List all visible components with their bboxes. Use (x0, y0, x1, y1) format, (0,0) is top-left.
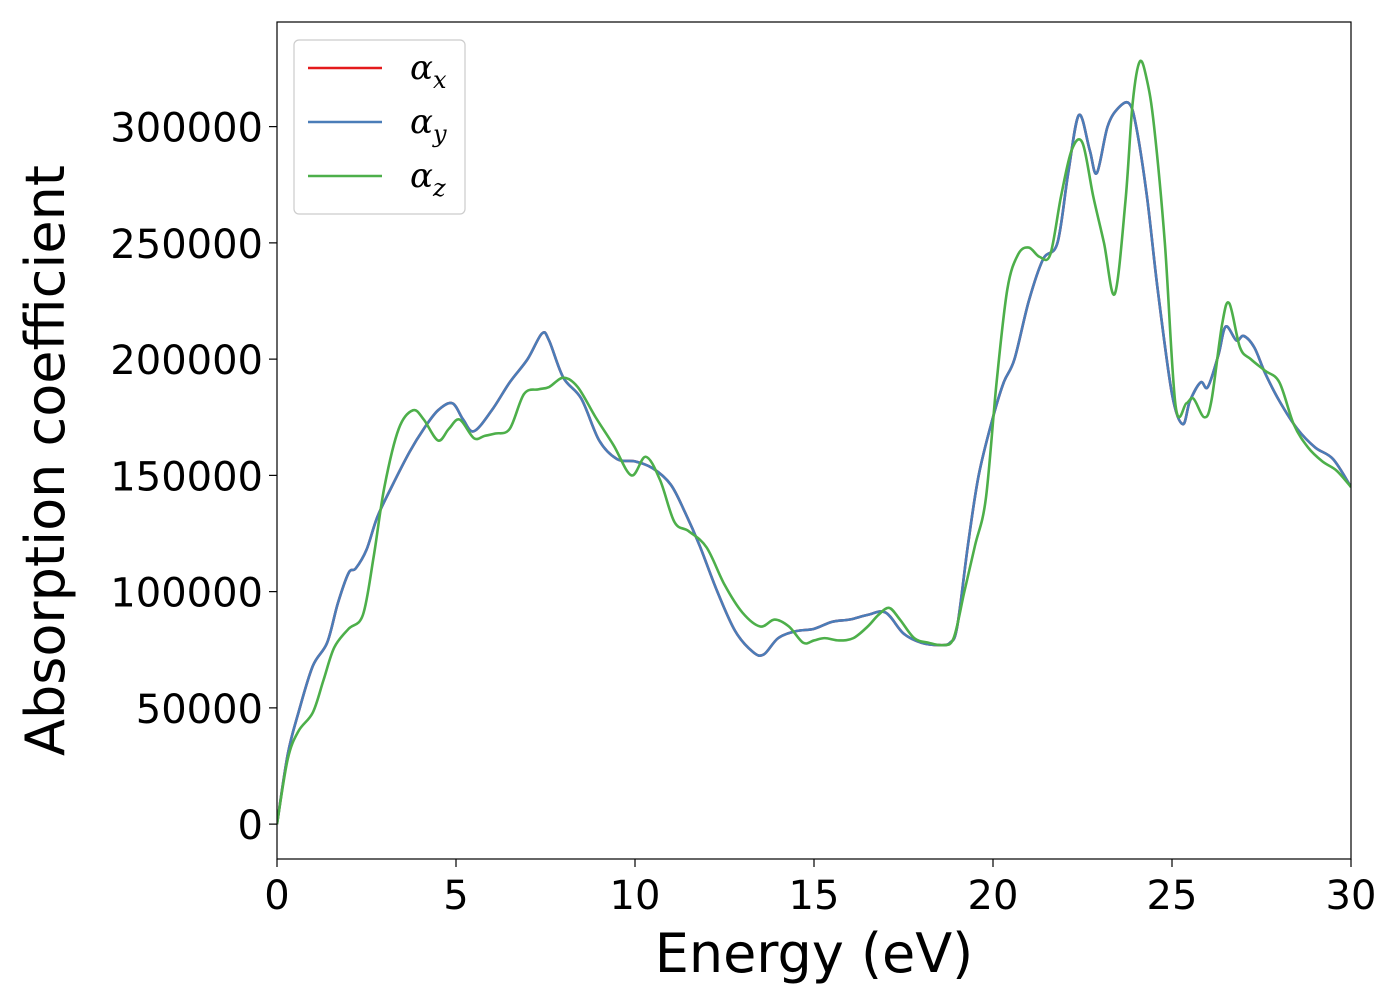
x-tick-label: 10 (610, 873, 661, 919)
series-layer (277, 59, 1351, 825)
legend-label-z: αz (410, 156, 446, 202)
x-tick-label: 20 (968, 873, 1019, 919)
legend-label-y: αy (410, 102, 447, 148)
y-tick-label: 250000 (110, 222, 263, 268)
x-tick-label: 25 (1147, 873, 1198, 919)
y-axis-title: Absorption coefficient (14, 165, 77, 756)
ticks-layer: 0 5 10 15 20 25 30 0 50000 100000 150000 200000 2500… (110, 106, 1376, 919)
x-tick-label: 5 (443, 873, 468, 919)
x-tick-label: 15 (789, 873, 840, 919)
x-tick-label: 0 (264, 873, 289, 919)
y-tick-label: 100000 (110, 571, 263, 617)
x-tick-label: 30 (1326, 873, 1377, 919)
y-tick-label: 50000 (136, 687, 263, 733)
y-tick-label: 200000 (110, 338, 263, 384)
x-axis-title: Energy (eV) (655, 922, 974, 985)
legend: αx αy αz (293, 39, 466, 215)
series-line-z (277, 59, 1351, 825)
legend-label-x: αx (410, 48, 447, 94)
y-tick-label: 300000 (110, 106, 263, 152)
series-line-y (277, 100, 1351, 825)
legend-box (293, 39, 466, 215)
y-tick-label: 0 (238, 803, 263, 849)
y-tick-label: 150000 (110, 454, 263, 500)
